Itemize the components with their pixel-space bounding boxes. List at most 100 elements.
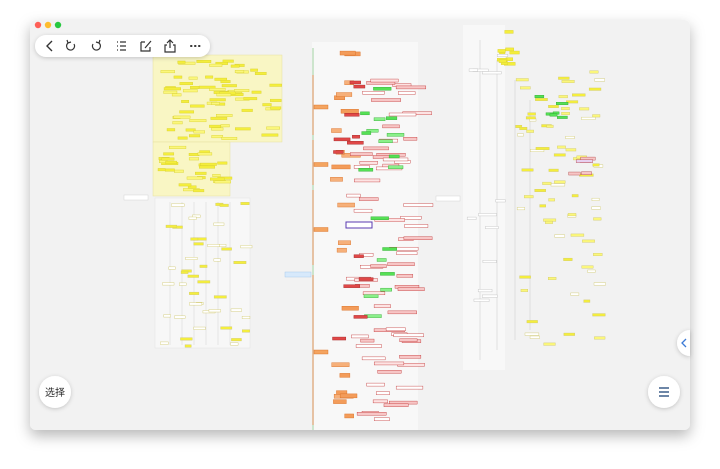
mind-map-node bbox=[482, 294, 498, 298]
mind-map-node bbox=[556, 102, 569, 105]
mind-map-node bbox=[209, 98, 226, 102]
mind-map-node bbox=[172, 121, 183, 125]
mind-map-node bbox=[565, 136, 575, 139]
mind-map-node bbox=[581, 265, 594, 269]
mind-map-node bbox=[339, 373, 351, 378]
mind-map-node bbox=[399, 338, 418, 342]
mind-map-node bbox=[196, 60, 212, 63]
mind-map-node bbox=[587, 269, 596, 273]
mind-map-node bbox=[211, 127, 224, 131]
mind-map-node bbox=[387, 262, 415, 266]
mind-map-node bbox=[157, 168, 166, 172]
mind-map-node bbox=[217, 161, 228, 165]
menu-icon bbox=[659, 387, 669, 397]
mind-map-node bbox=[366, 128, 379, 133]
mind-map-node bbox=[347, 141, 364, 145]
mind-map-node bbox=[333, 150, 344, 154]
mind-map-node bbox=[515, 78, 529, 82]
mind-map-node bbox=[358, 168, 374, 172]
mind-map-node bbox=[200, 162, 217, 166]
mind-map-node bbox=[163, 314, 171, 318]
mind-map-node bbox=[251, 90, 262, 94]
mind-map-node bbox=[516, 207, 525, 211]
mind-map-node bbox=[190, 237, 199, 241]
mind-map-node bbox=[182, 89, 198, 93]
edit-icon[interactable] bbox=[140, 40, 152, 52]
mind-map-node bbox=[478, 213, 497, 217]
mind-map-node bbox=[234, 89, 250, 93]
mind-map-node bbox=[353, 165, 370, 169]
minimize-button[interactable] bbox=[44, 21, 52, 29]
mind-map-node bbox=[240, 202, 250, 205]
mind-map-node bbox=[207, 244, 220, 247]
mind-map-node bbox=[468, 68, 479, 72]
share-icon[interactable] bbox=[164, 39, 176, 53]
mind-map-node bbox=[162, 282, 175, 286]
mind-map-node bbox=[521, 168, 534, 172]
outline-icon[interactable] bbox=[117, 41, 126, 51]
mind-map-node bbox=[403, 136, 418, 141]
mind-map-node bbox=[570, 233, 585, 237]
zoom-button[interactable] bbox=[54, 21, 62, 29]
mind-map-node bbox=[221, 136, 238, 140]
mind-map-node bbox=[527, 112, 536, 116]
mind-map-node bbox=[209, 87, 226, 91]
mind-map-node bbox=[588, 87, 602, 91]
mind-map-node bbox=[557, 145, 566, 149]
mind-map-node bbox=[212, 174, 221, 177]
mind-map-node bbox=[358, 277, 374, 281]
mind-map-node bbox=[361, 356, 386, 361]
close-button[interactable] bbox=[34, 21, 42, 29]
mind-map-node bbox=[168, 145, 187, 149]
mind-map-node bbox=[199, 264, 208, 268]
mind-map-node bbox=[575, 159, 593, 163]
mind-map-node bbox=[240, 245, 253, 249]
select-button[interactable] bbox=[39, 376, 71, 408]
mind-map-node bbox=[221, 247, 232, 251]
mind-map-node bbox=[344, 113, 360, 117]
mind-map-node bbox=[270, 98, 282, 102]
mind-map-node bbox=[591, 206, 601, 210]
mind-map-node bbox=[189, 119, 207, 123]
mind-map-node bbox=[187, 185, 197, 189]
mind-map-node bbox=[374, 218, 405, 222]
mind-map-node bbox=[233, 261, 247, 264]
mind-map-node bbox=[594, 78, 606, 82]
mind-map-node bbox=[230, 308, 242, 312]
mind-map-node bbox=[216, 114, 233, 117]
mind-map-node bbox=[330, 177, 343, 182]
mind-map-node bbox=[373, 117, 386, 121]
undo-icon[interactable] bbox=[65, 39, 76, 51]
redo-icon[interactable] bbox=[91, 39, 102, 51]
mind-map-node bbox=[349, 80, 361, 85]
mind-map-node bbox=[354, 178, 381, 183]
mind-map-node bbox=[241, 108, 253, 112]
mind-map-node bbox=[400, 216, 422, 220]
mind-map-node bbox=[269, 83, 282, 87]
mind-map-node bbox=[358, 197, 379, 201]
mind-map-node bbox=[185, 257, 198, 260]
mind-map-node bbox=[524, 195, 534, 199]
mind-map-node bbox=[554, 234, 565, 238]
mind-map-node bbox=[396, 251, 418, 255]
mind-map-node bbox=[242, 329, 250, 333]
mind-map-node bbox=[373, 361, 405, 366]
mind-map-node bbox=[520, 288, 529, 292]
mind-map-node bbox=[561, 107, 570, 111]
branch-node bbox=[313, 349, 329, 355]
mind-map-node bbox=[353, 208, 373, 213]
mind-map-node bbox=[333, 399, 347, 404]
mind-map-node bbox=[359, 161, 378, 165]
side-panel-tab[interactable] bbox=[677, 330, 690, 356]
mind-map-node bbox=[360, 111, 370, 116]
mind-map-node bbox=[184, 344, 192, 348]
mind-map-node bbox=[171, 203, 185, 207]
mind-map-node bbox=[230, 342, 239, 346]
mind-map-node bbox=[241, 316, 251, 319]
mind-map-node bbox=[382, 247, 397, 251]
mind-map-node bbox=[164, 168, 175, 172]
mind-map-node bbox=[550, 183, 566, 187]
back-icon[interactable] bbox=[46, 40, 53, 52]
mind-map-node bbox=[352, 135, 360, 139]
